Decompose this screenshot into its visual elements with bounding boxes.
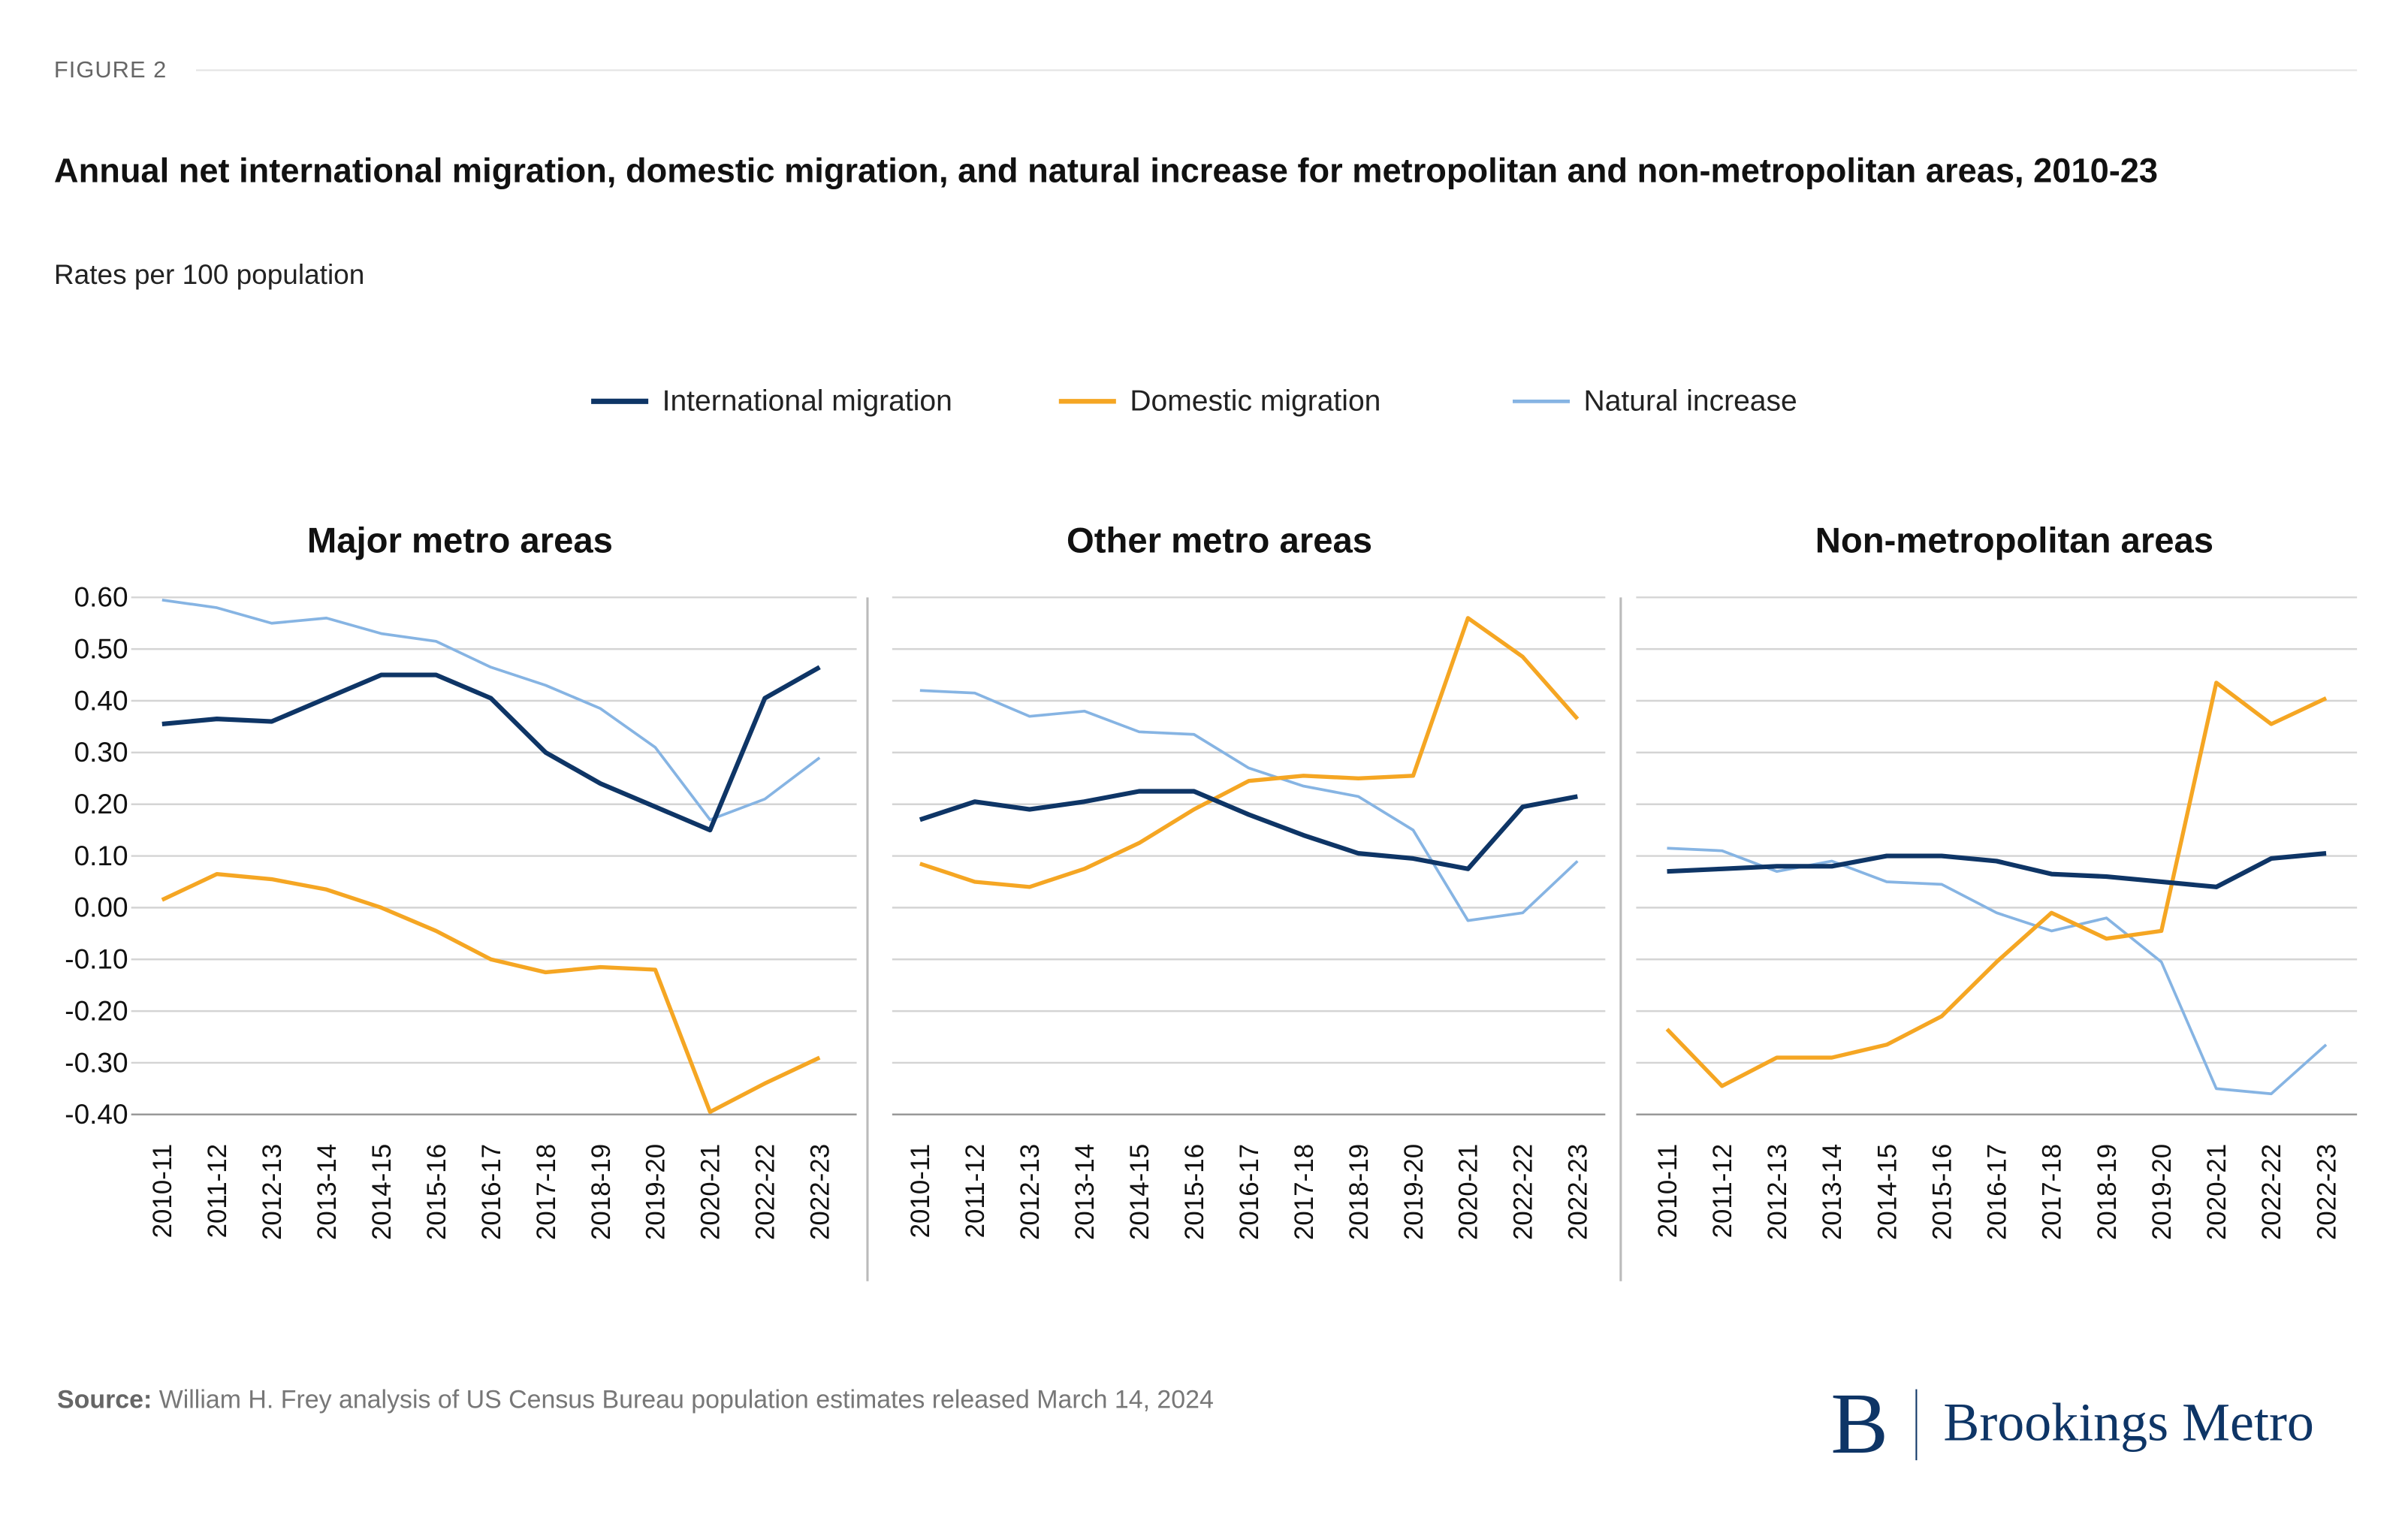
series-line <box>919 789 1578 871</box>
x-tick-label: 2013-14 <box>312 1144 342 1240</box>
x-tick-label: 2016-17 <box>477 1144 506 1240</box>
y-tick-label: 0.00 <box>74 892 128 923</box>
x-tick-label: 2015-16 <box>422 1144 451 1240</box>
figure-label: FIGURE 2 <box>53 57 167 83</box>
source-label: Source: <box>57 1386 152 1414</box>
x-tick-label: 2019-20 <box>2147 1144 2177 1240</box>
legend-label: Natural increase <box>1584 385 1797 418</box>
x-tick-label: 2019-20 <box>1399 1144 1429 1240</box>
panel-title: Major metro areas <box>307 521 613 561</box>
x-tick-label: 2017-18 <box>2038 1144 2067 1240</box>
x-tick-label: 2022-23 <box>2312 1144 2341 1240</box>
x-tick-label: 2011-12 <box>203 1144 232 1239</box>
series-line <box>161 871 821 1115</box>
x-tick-label: 2018-19 <box>587 1144 616 1240</box>
x-tick-label: 2014-15 <box>1872 1144 1902 1240</box>
x-tick-label: 2016-17 <box>1235 1144 1264 1240</box>
series-line <box>1667 847 2328 1096</box>
y-tick-label: 0.10 <box>74 840 128 871</box>
x-tick-label: 2022-23 <box>1564 1144 1593 1240</box>
subtitle: Rates per 100 population <box>53 259 365 291</box>
panel-title: Non-metropolitan areas <box>1815 521 2213 561</box>
series-line <box>1665 681 2328 1088</box>
x-tick-label: 2022-23 <box>806 1144 835 1240</box>
x-tick-label: 2011-12 <box>1708 1144 1737 1239</box>
y-tick-label: 0.20 <box>74 789 128 819</box>
legend-label: Domestic migration <box>1130 385 1381 418</box>
x-tick-label: 2010-11 <box>906 1144 935 1239</box>
source: Source: William H. Frey analysis of US C… <box>57 1386 1214 1415</box>
x-tick-label: 2022-22 <box>1509 1144 1538 1240</box>
y-tick-label: -0.40 <box>65 1099 128 1130</box>
x-tick-label: 2012-13 <box>258 1144 287 1240</box>
x-tick-label: 2017-18 <box>532 1144 561 1240</box>
rule <box>195 69 2358 71</box>
x-tick-label: 2018-19 <box>2093 1144 2122 1240</box>
legend-label: International migration <box>662 385 952 418</box>
x-tick-label: 2018-19 <box>1344 1144 1374 1240</box>
series-line <box>919 616 1580 889</box>
x-tick-label: 2015-16 <box>1180 1144 1209 1240</box>
series-line <box>161 665 821 833</box>
y-tick-label: 0.50 <box>74 634 128 665</box>
x-tick-label: 2013-14 <box>1070 1144 1100 1240</box>
x-tick-label: 2010-11 <box>1653 1144 1682 1239</box>
series-line <box>1667 851 2327 889</box>
x-tick-label: 2022-22 <box>2257 1144 2286 1240</box>
x-tick-label: 2011-12 <box>961 1144 990 1239</box>
logo-divider <box>1915 1389 1918 1461</box>
source-text: William H. Frey analysis of US Census Bu… <box>158 1386 1214 1414</box>
y-tick-label: 0.60 <box>74 582 128 613</box>
x-tick-label: 2012-13 <box>1763 1144 1792 1240</box>
y-tick-label: 0.30 <box>74 737 128 768</box>
x-tick-label: 2020-21 <box>2202 1144 2231 1240</box>
y-tick-label: 0.40 <box>74 685 128 716</box>
y-tick-label: -0.20 <box>65 995 128 1026</box>
x-tick-label: 2019-20 <box>641 1144 671 1240</box>
title: Annual net international migration, dome… <box>53 151 2159 190</box>
x-tick-label: 2017-18 <box>1290 1144 1319 1240</box>
x-tick-label: 2012-13 <box>1015 1144 1045 1240</box>
logo-text: Brookings Metro <box>1943 1392 2314 1453</box>
x-tick-label: 2016-17 <box>1983 1144 2012 1240</box>
x-tick-label: 2014-15 <box>367 1144 397 1240</box>
x-tick-label: 2020-21 <box>696 1144 726 1240</box>
x-tick-label: 2013-14 <box>1818 1144 1847 1240</box>
x-tick-label: 2020-21 <box>1454 1144 1483 1240</box>
x-tick-label: 2010-11 <box>148 1144 177 1239</box>
x-tick-label: 2022-22 <box>751 1144 780 1240</box>
y-tick-label: -0.10 <box>65 944 128 975</box>
x-tick-label: 2015-16 <box>1927 1144 1957 1240</box>
series-line <box>919 689 1579 922</box>
logo-mark: B <box>1830 1377 1889 1473</box>
y-tick-label: -0.30 <box>65 1047 128 1078</box>
x-tick-label: 2014-15 <box>1125 1144 1154 1240</box>
panel-title: Other metro areas <box>1067 521 1372 561</box>
series-line <box>161 598 821 822</box>
